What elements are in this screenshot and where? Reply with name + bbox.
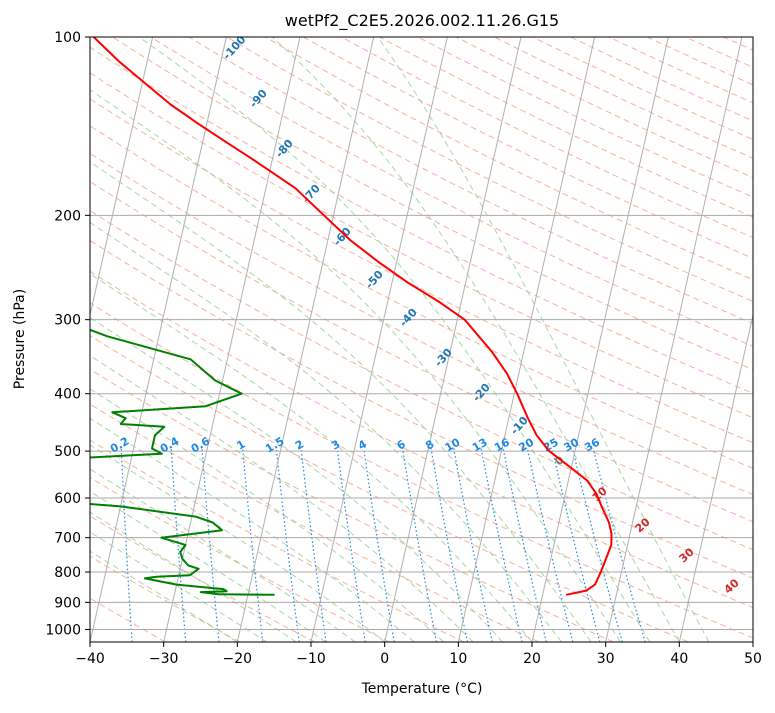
y-tick-label: 900 — [54, 595, 81, 611]
y-tick-label: 500 — [54, 444, 81, 460]
y-tick-label: 200 — [54, 208, 81, 224]
x-tick-label: −20 — [223, 651, 253, 667]
x-tick-label: −40 — [75, 651, 105, 667]
x-tick-label: 10 — [449, 651, 467, 667]
x-tick-label: −10 — [296, 651, 326, 667]
isotherm-line — [753, 37, 775, 642]
y-tick-label: 1000 — [45, 622, 81, 638]
x-tick-label: 0 — [380, 651, 389, 667]
chart-title: wetPf2_C2E5.2026.002.11.26.G15 — [285, 11, 559, 31]
x-tick-label: −30 — [149, 651, 179, 667]
dry-adiabat-line — [762, 37, 775, 642]
y-tick-label: 400 — [54, 387, 81, 403]
y-tick-label: 800 — [54, 565, 81, 581]
y-axis-label: Pressure (hPa) — [12, 289, 28, 389]
x-axis-ticks: −40 −30 −20 −10 0 10 20 30 40 50 — [75, 642, 762, 667]
x-axis-label: Temperature (°C) — [361, 681, 483, 697]
y-axis-ticks: 1000 900 800 700 600 500 400 300 200 100 — [45, 30, 90, 638]
x-tick-label: 50 — [744, 651, 762, 667]
y-tick-label: 600 — [54, 491, 81, 507]
x-tick-label: 20 — [523, 651, 541, 667]
y-tick-label: 700 — [54, 531, 81, 547]
isotherm-line — [0, 37, 5, 642]
x-tick-label: 30 — [597, 651, 615, 667]
y-tick-label: 300 — [54, 313, 81, 329]
x-tick-label: 40 — [670, 651, 688, 667]
y-tick-label: 100 — [54, 30, 81, 46]
